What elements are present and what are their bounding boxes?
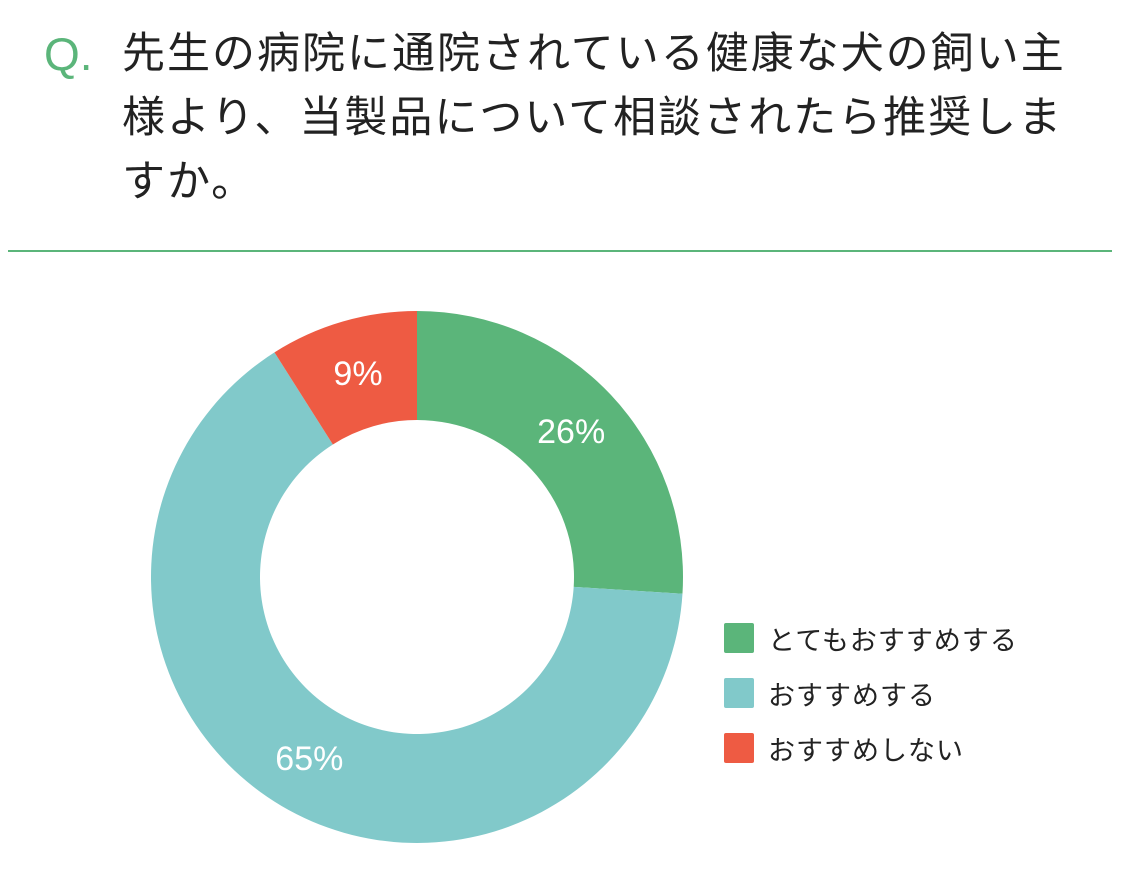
legend-label-2: おすすめする: [768, 680, 936, 712]
divider: [8, 250, 1112, 252]
slice-2: [150, 352, 683, 843]
slices: [150, 311, 683, 843]
legend-label-1: とてもおすすめする: [768, 625, 1018, 657]
slice-label-1: 26%: [537, 413, 605, 451]
slice-labels: 26% 65% 9%: [275, 355, 605, 778]
legend-item: おすすめする: [724, 673, 1018, 713]
slice-label-2: 65%: [275, 740, 343, 778]
legend-label-3: おすすめしない: [768, 735, 964, 767]
slice-1: [417, 311, 683, 594]
legend-item: おすすめしない: [724, 728, 1018, 768]
legend: とてもおすすめする おすすめする おすすめしない: [724, 618, 1018, 783]
question: Q. 先生の病院に通院されている健康な犬の飼い主様より、当製品について相談された…: [44, 22, 1104, 214]
question-mark: Q.: [44, 28, 93, 80]
slice-label-3: 9%: [333, 355, 382, 393]
question-text: 先生の病院に通院されている健康な犬の飼い主様より、当製品について相談されたら推奨…: [122, 29, 1066, 207]
legend-swatch-1: [724, 623, 754, 653]
legend-swatch-3: [724, 733, 754, 763]
legend-item: とてもおすすめする: [724, 618, 1018, 658]
legend-swatch-2: [724, 678, 754, 708]
slice-3: [274, 311, 417, 445]
